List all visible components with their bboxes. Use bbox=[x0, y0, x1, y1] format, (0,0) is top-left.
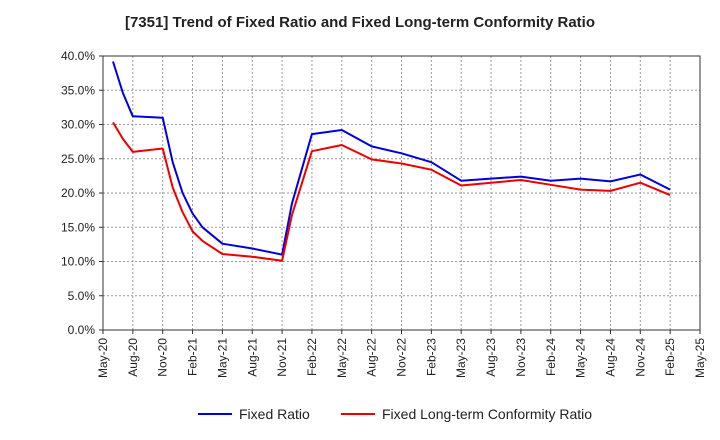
x-tick-label: May-25 bbox=[693, 338, 707, 378]
x-tick-label: May-21 bbox=[215, 338, 229, 378]
y-tick-label: 35.0% bbox=[61, 83, 95, 97]
legend: Fixed Ratio Fixed Long-term Conformity Ra… bbox=[198, 406, 592, 422]
plot-frame bbox=[102, 55, 701, 331]
x-tick-label: May-23 bbox=[454, 338, 468, 378]
y-tick-label: 40.0% bbox=[61, 49, 95, 63]
x-tick-label: Aug-24 bbox=[603, 338, 617, 377]
x-tick-label: Aug-21 bbox=[245, 338, 259, 377]
legend-label: Fixed Ratio bbox=[239, 406, 310, 422]
x-tick-label: Feb-22 bbox=[305, 338, 319, 376]
label-layer: 0.0% 5.0% 10.0% 15.0% 20.0% 25.0% 30.0% 35.0% 40… bbox=[61, 49, 707, 378]
x-tick-label: May-20 bbox=[96, 338, 110, 378]
y-tick-label: 25.0% bbox=[61, 152, 95, 166]
x-tick-label: Nov-20 bbox=[156, 338, 170, 377]
series-layer bbox=[112, 61, 671, 262]
y-tick-label: 20.0% bbox=[61, 186, 95, 200]
series-line-fixed-long-term-conformity-ratio bbox=[112, 121, 671, 262]
x-tick-label: Feb-24 bbox=[544, 338, 558, 376]
x-tick-label: Nov-22 bbox=[395, 338, 409, 377]
x-tick-label: Feb-21 bbox=[186, 338, 200, 376]
axis-layer bbox=[99, 55, 701, 334]
y-tick-label: 15.0% bbox=[61, 220, 95, 234]
x-tick-label: Feb-25 bbox=[663, 338, 677, 376]
series-line-fixed-ratio bbox=[112, 61, 671, 256]
x-tick-label: Aug-23 bbox=[484, 338, 498, 377]
y-tick-label: 0.0% bbox=[68, 323, 96, 337]
x-tick-label: Aug-20 bbox=[126, 338, 140, 377]
x-tick-label: May-24 bbox=[574, 338, 588, 378]
y-tick-label: 10.0% bbox=[61, 255, 95, 269]
legend-label: Fixed Long-term Conformity Ratio bbox=[382, 406, 592, 422]
x-tick-label: Nov-23 bbox=[514, 338, 528, 377]
chart-title: [7351] Trend of Fixed Ratio and Fixed Lo… bbox=[124, 14, 596, 31]
y-tick-label: 5.0% bbox=[68, 289, 96, 303]
grid-layer bbox=[102, 55, 701, 331]
x-tick-label: Nov-21 bbox=[275, 338, 289, 377]
y-tick-label: 30.0% bbox=[61, 118, 95, 132]
x-tick-label: May-22 bbox=[335, 338, 349, 378]
x-tick-label: Nov-24 bbox=[633, 338, 647, 377]
x-tick-label: Aug-22 bbox=[365, 338, 379, 377]
x-tick-label: Feb-23 bbox=[424, 338, 438, 376]
